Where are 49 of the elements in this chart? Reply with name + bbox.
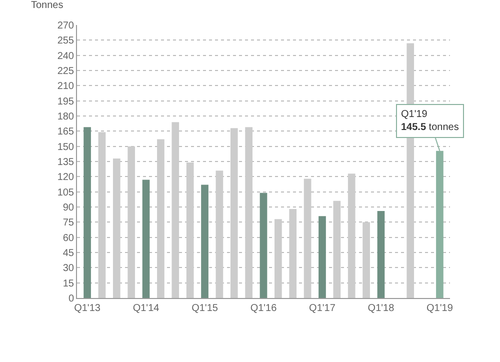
bar bbox=[304, 178, 312, 298]
y-tick-label: 165 bbox=[57, 126, 74, 138]
y-tick-label: 180 bbox=[57, 112, 74, 122]
y-tick-label: 75 bbox=[62, 218, 74, 229]
y-tick-label: 60 bbox=[62, 232, 74, 244]
bar bbox=[274, 219, 282, 298]
bar bbox=[98, 132, 106, 298]
y-tick-label: 270 bbox=[57, 20, 74, 32]
bar bbox=[84, 127, 91, 298]
bar bbox=[245, 127, 252, 298]
y-tick-label: 45 bbox=[62, 248, 74, 259]
bar bbox=[186, 162, 194, 298]
bar bbox=[289, 209, 297, 298]
y-tick-label: 15 bbox=[62, 278, 74, 290]
y-tick-label: 30 bbox=[62, 263, 74, 274]
y-tick-label: 120 bbox=[57, 172, 74, 184]
bar bbox=[216, 170, 224, 298]
bar bbox=[112, 158, 120, 298]
y-tick-label: 90 bbox=[62, 202, 74, 214]
y-axis-title: Tonnes bbox=[31, 0, 64, 11]
y-tick-label: 210 bbox=[57, 81, 74, 92]
y-tick-label: 225 bbox=[57, 66, 74, 77]
bar bbox=[318, 216, 326, 298]
y-tick-label: 195 bbox=[57, 96, 74, 108]
x-tick-label: Q1'18 bbox=[368, 303, 395, 314]
y-tick-label: 0 bbox=[68, 294, 74, 304]
x-tick-label: Q1'13 bbox=[74, 303, 101, 314]
y-tick-label: 135 bbox=[57, 157, 74, 168]
y-tick-label: 150 bbox=[57, 142, 74, 153]
bar bbox=[128, 146, 136, 298]
x-tick-label: Q1'15 bbox=[192, 303, 218, 314]
bar bbox=[362, 222, 370, 298]
y-tick-label: 105 bbox=[57, 187, 74, 198]
bar bbox=[348, 174, 356, 298]
bar bbox=[377, 211, 385, 298]
bar bbox=[172, 122, 180, 298]
bar bbox=[333, 200, 341, 298]
x-tick-label: Q1'19 bbox=[426, 303, 454, 314]
y-tick-label: 255 bbox=[57, 36, 74, 47]
x-tick-label: Q1'16 bbox=[250, 303, 278, 314]
bar bbox=[260, 192, 268, 298]
bar bbox=[142, 180, 150, 298]
annotation: Q1'19 145.5 tonnes bbox=[401, 109, 459, 133]
y-tick-label: 240 bbox=[57, 50, 74, 62]
bar bbox=[157, 139, 164, 298]
x-tick-label: Q1'14 bbox=[132, 303, 160, 314]
bar bbox=[201, 184, 208, 298]
bar bbox=[230, 128, 238, 298]
x-tick-label: Q1'17 bbox=[309, 303, 336, 314]
